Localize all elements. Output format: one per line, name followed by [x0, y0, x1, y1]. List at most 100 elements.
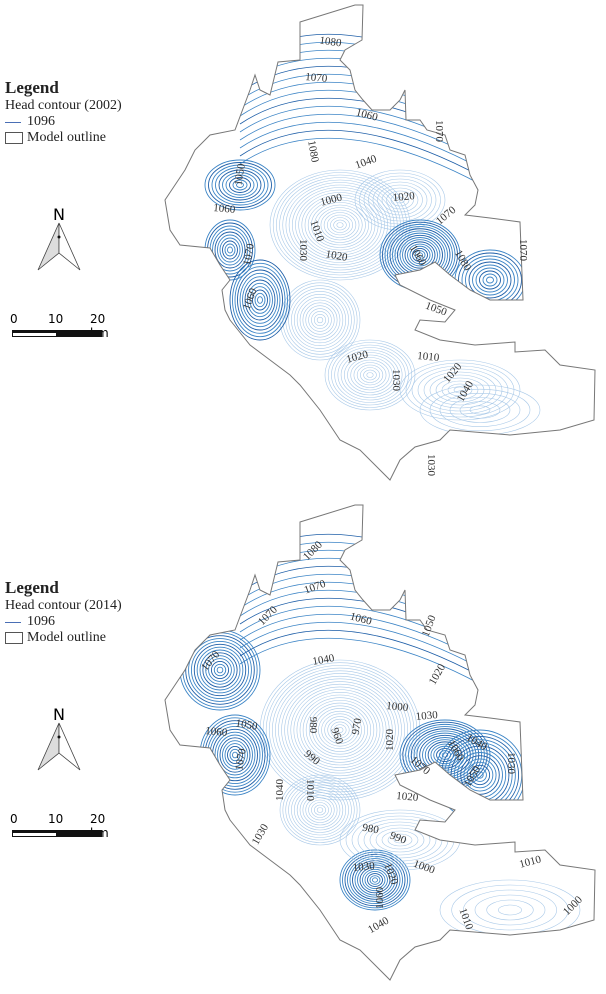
north-label: N — [53, 705, 65, 724]
contour-label: 1040 — [312, 652, 336, 668]
contour-line — [217, 234, 243, 266]
legend-outline-label: Model outline — [27, 630, 106, 645]
contour-line — [216, 666, 224, 674]
contour-line — [279, 279, 361, 361]
contour-label: 990 — [302, 748, 323, 768]
contour-line — [232, 179, 248, 191]
contour-line — [482, 273, 498, 287]
contour-line — [247, 282, 273, 318]
contour-line — [320, 209, 360, 241]
contour-label: 980 — [307, 717, 319, 734]
contour-line — [215, 167, 265, 203]
contour-line — [239, 621, 481, 669]
contour-line — [236, 182, 244, 188]
contour-line — [272, 670, 408, 790]
contour-line — [302, 697, 378, 763]
contour-line — [179, 629, 261, 711]
legend-outline-entry: Model outline — [5, 630, 122, 646]
contour-label: 1070 — [305, 71, 328, 85]
contour-line — [218, 169, 262, 201]
contour-line — [331, 344, 409, 406]
contour-line — [222, 240, 238, 260]
contour-label: 1050 — [424, 300, 449, 319]
contour-line — [305, 305, 335, 335]
contour-line — [369, 824, 431, 856]
legend-2014: Legend Head contour (2014) 1096 Model ou… — [5, 578, 122, 646]
contour-line — [321, 713, 359, 747]
contour-line — [287, 683, 393, 777]
contour-label: 1020 — [392, 190, 415, 204]
contour-line — [381, 830, 419, 850]
contour-line — [212, 228, 248, 272]
contour-line — [311, 202, 369, 248]
contour-line — [330, 721, 350, 739]
contour-line — [282, 179, 398, 271]
contour-line — [224, 743, 246, 767]
legend-outline-entry: Model outline — [5, 130, 122, 146]
contour-line — [229, 748, 241, 762]
contour-label: 1020 — [427, 662, 449, 687]
contour-line — [284, 681, 396, 779]
contour-line — [498, 904, 522, 916]
contour-line — [463, 758, 497, 792]
contour-line — [239, 565, 481, 613]
contour-label: 1000 — [412, 858, 437, 877]
contour-label: 1020 — [396, 790, 419, 804]
contour-line — [317, 207, 363, 243]
contour-label: 990 — [388, 830, 408, 847]
contour-line — [239, 57, 481, 105]
contour-line — [202, 652, 238, 688]
contour-line — [342, 851, 408, 909]
contour-line — [193, 643, 247, 697]
contour-line-symbol — [5, 621, 21, 623]
contour-line — [316, 807, 324, 813]
contour-line — [252, 289, 268, 311]
contour-line — [204, 159, 276, 211]
contour-line — [411, 365, 509, 415]
contour-label: 1060 — [355, 106, 380, 123]
contour-line — [275, 673, 405, 787]
contour-line — [239, 629, 481, 677]
contour-line — [219, 737, 251, 773]
contour-line — [449, 397, 511, 423]
contour-label: 1080 — [319, 35, 343, 50]
contour-line — [299, 792, 341, 828]
contour-label: 1010 — [456, 907, 475, 932]
contour-label: 970 — [350, 717, 365, 736]
contour-label: 960 — [328, 726, 345, 746]
contour-line — [224, 243, 236, 257]
contour-line — [272, 172, 408, 278]
contour-line — [340, 352, 400, 398]
contour-line — [357, 864, 393, 896]
contour-line — [299, 299, 341, 341]
contour-line — [190, 640, 250, 700]
scale-bar: 0 10 20 km — [8, 312, 109, 342]
contour-line — [333, 724, 347, 736]
contour-label: 1070 — [433, 120, 445, 143]
contour-line — [336, 222, 344, 228]
contour-line — [366, 372, 374, 378]
contour-label: 1010 — [518, 853, 543, 870]
contour-line — [314, 204, 366, 246]
contour-label: 1030 — [352, 860, 375, 874]
contour-line — [269, 169, 411, 281]
contour-line — [279, 177, 401, 273]
contour-line — [318, 710, 362, 750]
contour-line — [214, 731, 256, 779]
contour-line — [377, 184, 423, 216]
contour-line — [368, 178, 432, 222]
contour-line — [399, 359, 521, 421]
contour-line — [211, 164, 269, 206]
contour-line — [486, 276, 494, 284]
contour-line — [369, 875, 381, 885]
contour-line — [214, 231, 246, 269]
contour-line — [291, 784, 349, 836]
contour-line — [210, 660, 230, 680]
scale-tick-0: 0 — [10, 312, 18, 326]
contour-label: 1000 — [561, 894, 585, 918]
contour-line — [239, 113, 481, 161]
contour-line — [339, 849, 411, 911]
contour-line — [363, 369, 377, 381]
contour-line — [356, 364, 384, 386]
contour-line — [282, 777, 358, 843]
